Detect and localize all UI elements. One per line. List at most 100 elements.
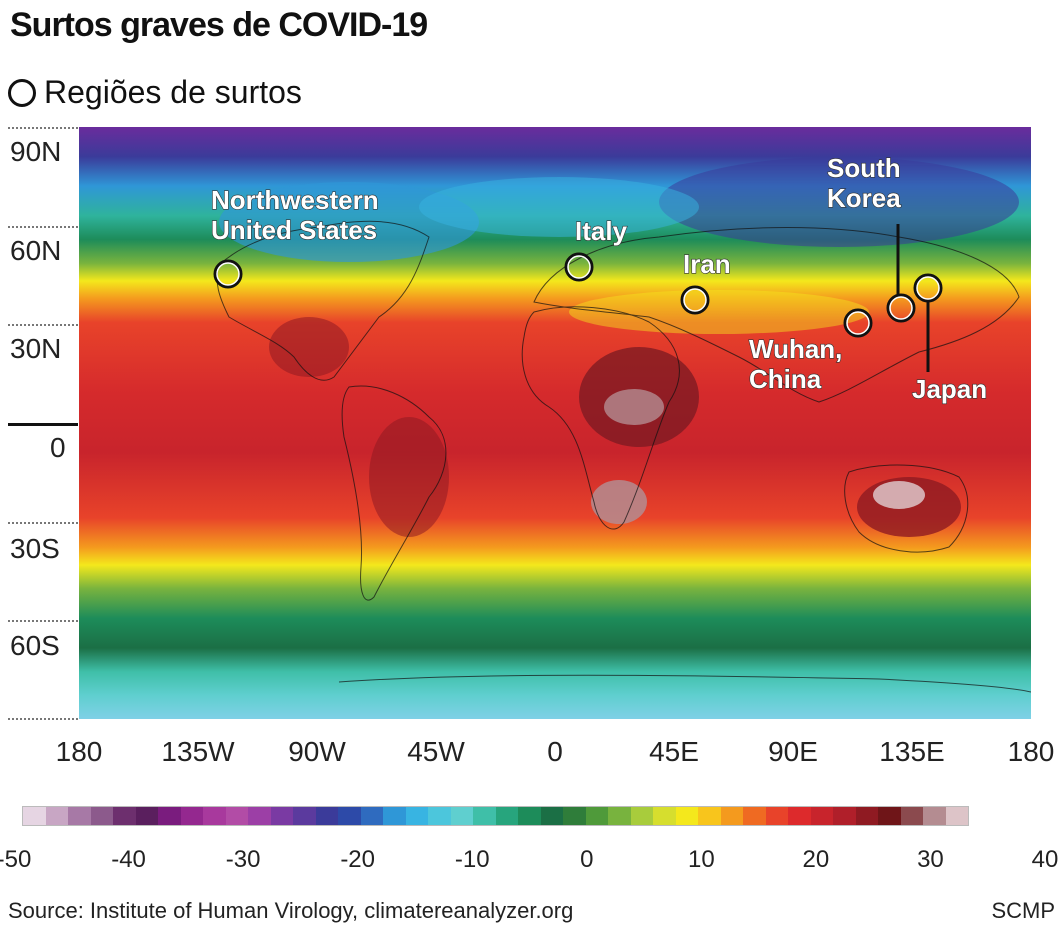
colorbar-swatch: [315, 807, 338, 825]
colorbar-swatch: [270, 807, 293, 825]
mid-asia-warm-band: [569, 290, 869, 334]
outbreak-marker-italy: Italy: [564, 215, 628, 282]
central-africa-peak: [604, 389, 664, 425]
colorbar-swatch: [518, 807, 541, 825]
colorbar-swatch: [68, 807, 91, 825]
colorbar-tick-label: 20: [802, 846, 830, 873]
outbreak-circle: [886, 293, 916, 323]
siberia-cold-zone: [659, 157, 1019, 247]
credit-note: SCMP: [991, 898, 1055, 923]
equator-marker: [8, 423, 78, 426]
outbreak-circle: [213, 259, 243, 289]
colorbar-swatch: [945, 807, 968, 825]
antarctica-coast: [338, 674, 1031, 693]
colorbar-swatch: [360, 807, 383, 825]
colorbar-swatch: [653, 807, 676, 825]
continent-outlines: [216, 220, 1031, 693]
outbreak-label: South: [827, 153, 901, 183]
colorbar-swatch: [720, 807, 743, 825]
colorbar-swatch: [113, 807, 136, 825]
outbreak-marker-japan: Japan: [911, 273, 988, 405]
outbreak-circle-inner: [889, 296, 913, 320]
map-title: Surtos graves de COVID-19: [10, 6, 428, 44]
colorbar-swatch: [810, 807, 833, 825]
southern-africa-peak: [591, 480, 647, 524]
lat-label-30s: 30S: [10, 533, 60, 564]
colorbar-swatch: [878, 807, 901, 825]
temperature-colorbar: [22, 806, 969, 826]
outbreak-label: Northwestern: [211, 185, 379, 215]
map-legend: Regiões de surtos: [8, 74, 302, 111]
colorbar-tick-label: -20: [340, 846, 375, 873]
source-note: Source: Institute of Human Virology, cli…: [8, 898, 574, 923]
lon-label-90e: 90E: [768, 736, 818, 767]
outbreak-circle: [680, 285, 710, 315]
colorbar-tick-label: -50: [0, 846, 32, 873]
lat-label-30n: 30N: [10, 333, 62, 364]
lon-label-180: 180: [1007, 736, 1055, 767]
outbreak-circle-inner: [216, 262, 240, 286]
eurasia-outline: [533, 227, 1020, 403]
outbreak-circle-inner: [846, 311, 870, 335]
australia-peak: [873, 481, 925, 509]
colorbar-tick-label: -40: [111, 846, 146, 873]
colorbar-swatch: [540, 807, 563, 825]
outbreak-circle-inner: [916, 276, 940, 300]
colorbar-swatch: [203, 807, 226, 825]
outbreak-label: Iran: [683, 249, 731, 279]
colorbar-swatch: [833, 807, 856, 825]
colorbar-swatch: [383, 807, 406, 825]
colorbar-swatch: [180, 807, 203, 825]
outbreak-label: United States: [211, 215, 377, 245]
lon-label-135w: 135W: [161, 736, 235, 767]
colorbar-swatch: [630, 807, 653, 825]
arctic-europe-cold-zone: [419, 177, 699, 237]
colorbar-swatch: [405, 807, 428, 825]
lat-label-90n: 90N: [10, 136, 62, 167]
colorbar-swatch: [675, 807, 698, 825]
south-america-hot-zone: [369, 417, 449, 537]
colorbar-swatch: [248, 807, 271, 825]
outbreak-circle-inner: [683, 288, 707, 312]
lon-label-45w: 45W: [407, 736, 465, 767]
colorbar-swatch: [90, 807, 113, 825]
colorbar-swatch: [293, 807, 316, 825]
lat-gridline-30n: [8, 324, 78, 326]
colorbar-swatch: [158, 807, 181, 825]
outbreak-label: China: [749, 364, 822, 394]
outbreak-label: Korea: [827, 183, 901, 213]
lat-gridline-30s: [8, 522, 78, 524]
lat-gridline-90s: [8, 718, 78, 720]
colorbar-tick-label: -30: [225, 846, 261, 873]
outbreak-circle: [843, 308, 873, 338]
mexico-hot-zone: [269, 317, 349, 377]
colorbar-tick-label: -10: [454, 846, 490, 873]
colorbar-swatch: [428, 807, 451, 825]
colorbar-tick-label: 30: [917, 846, 944, 873]
colorbar-swatch: [473, 807, 496, 825]
colorbar-swatch: [855, 807, 878, 825]
colorbar-swatch: [563, 807, 586, 825]
north-america-outline: [216, 220, 430, 381]
outbreak-label: Japan: [912, 374, 987, 404]
colorbar-swatch: [495, 807, 518, 825]
lon-label-90w: 90W: [288, 736, 346, 767]
lat-label-60n: 60N: [10, 235, 62, 266]
colorbar-swatch: [900, 807, 923, 825]
lon-label-0: 0: [547, 736, 563, 767]
colorbar-swatch: [698, 807, 721, 825]
lon-label-180: 180: [55, 736, 103, 767]
colorbar-tick-label: 0: [580, 846, 594, 873]
colorbar-tick-label: 10: [687, 846, 715, 873]
colorbar-swatch: [743, 807, 766, 825]
lat-label-equator: 0: [50, 432, 66, 463]
outbreak-circle-inner: [567, 255, 591, 279]
colorbar-swatch: [45, 807, 68, 825]
lat-gridline-90n: [8, 127, 78, 129]
colorbar-tick-label: 40: [1031, 846, 1059, 873]
outbreak-circle: [564, 252, 594, 282]
